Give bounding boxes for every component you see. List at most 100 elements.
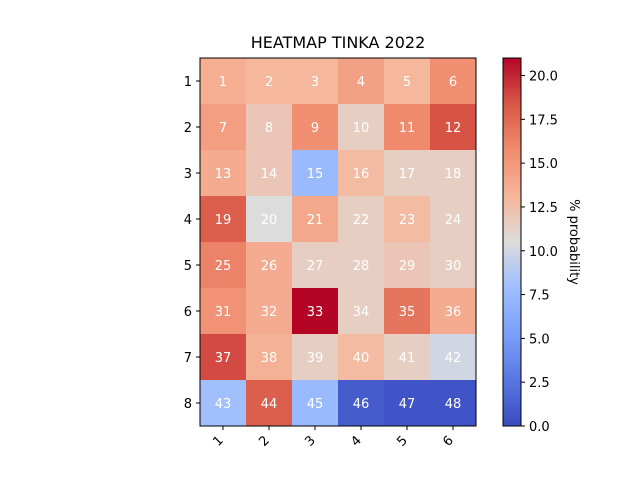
heatmap-cell [384,58,430,104]
colorbar-tick-label: 17.5 [529,113,558,128]
colorbar [502,57,522,427]
colorbar-tick-label: 20.0 [529,70,558,85]
heatmap-cell [246,288,292,334]
heatmap-cell [200,288,246,334]
heatmap-cell [200,334,246,380]
cell-label: 41 [399,351,416,366]
cell-label: 28 [353,259,370,274]
heatmap-cell [200,58,246,104]
cell-label: 11 [399,121,416,136]
cell-label: 20 [261,213,278,228]
cell-label: 43 [215,397,232,412]
y-tick-label: 2 [184,121,192,136]
heatmap-cell [292,288,338,334]
heatmap-cell [200,242,246,288]
chart-title: HEATMAP TINKA 2022 [251,33,426,52]
colorbar-tick-label: 12.5 [529,201,558,216]
colorbar-tick-label: 7.5 [529,289,550,304]
cell-label: 8 [265,121,273,136]
cell-label: 48 [445,397,462,412]
cell-label: 16 [353,167,370,182]
cell-label: 47 [399,397,416,412]
cell-label: 10 [353,121,370,136]
colorbar-tick-label: 10.0 [529,245,558,260]
y-tick-label: 4 [184,213,192,228]
cell-label: 38 [261,351,278,366]
cell-label: 35 [399,305,416,320]
cell-label: 37 [215,351,232,366]
y-tick-label: 8 [184,397,192,412]
heatmap-cell [292,380,338,426]
cell-label: 39 [307,351,324,366]
heatmap-cell [292,242,338,288]
cell-label: 18 [445,167,462,182]
cell-label: 3 [311,75,319,90]
cell-label: 1 [219,75,227,90]
x-tick-label: 1 [210,433,226,449]
heatmap-cell [338,104,384,150]
cell-label: 21 [307,213,324,228]
heatmap-cell [338,288,384,334]
heatmap-cell [246,242,292,288]
heatmap-frame [199,57,477,427]
cell-label: 15 [307,167,324,182]
heatmap-cell [292,334,338,380]
heatmap-cell [246,380,292,426]
cell-label: 29 [399,259,416,274]
cell-label: 17 [399,167,416,182]
heatmap-cell [384,196,430,242]
heatmap-cell [200,104,246,150]
cell-label: 30 [445,259,462,274]
colorbar-label: % probability [566,199,581,285]
colorbar-axis: 0.0 2.5 5.0 7.5 10.0 12.5 15.0 17.5 20.0 [521,70,558,435]
heatmap-cell [200,380,246,426]
cell-label: 26 [261,259,278,274]
cell-label: 5 [403,75,411,90]
heatmap-cell [200,150,246,196]
heatmap-cell [430,288,476,334]
heatmap-cell [292,58,338,104]
heatmap-cell [246,196,292,242]
x-tick-label: 6 [440,433,456,449]
cell-label: 42 [445,351,462,366]
heatmap-cells [200,58,476,426]
heatmap-cell [384,288,430,334]
cell-label: 2 [265,75,273,90]
cell-label: 34 [353,305,370,320]
heatmap-cell [430,242,476,288]
heatmap-cell [338,242,384,288]
y-tick-label: 5 [184,259,192,274]
colorbar-tick-label: 0.0 [529,420,550,435]
cell-label: 7 [219,121,227,136]
cell-label: 31 [215,305,232,320]
cell-label: 23 [399,213,416,228]
cell-label: 24 [445,213,462,228]
heatmap-cell [292,196,338,242]
heatmap-cell [430,334,476,380]
heatmap-cell [384,150,430,196]
heatmap-cell [384,380,430,426]
heatmap-cell [384,104,430,150]
cell-label: 40 [353,351,370,366]
x-tick-label: 4 [348,433,364,449]
cell-label: 22 [353,213,370,228]
y-tick-label: 6 [184,305,192,320]
heatmap-cell [430,380,476,426]
heatmap-cell [246,58,292,104]
colorbar-tick-label: 5.0 [529,332,550,347]
cell-label: 33 [307,305,324,320]
heatmap-cell [246,334,292,380]
x-tick-label: 5 [394,433,410,449]
heatmap-cell [430,196,476,242]
x-axis: 1 2 3 4 5 6 [210,426,457,450]
heatmap-cell [292,150,338,196]
cell-label: 9 [311,121,319,136]
heatmap-cell [338,380,384,426]
cell-label: 36 [445,305,462,320]
cell-label: 32 [261,305,278,320]
heatmap-cell [246,150,292,196]
colorbar-tick-label: 2.5 [529,376,550,391]
cell-label: 6 [449,75,457,90]
